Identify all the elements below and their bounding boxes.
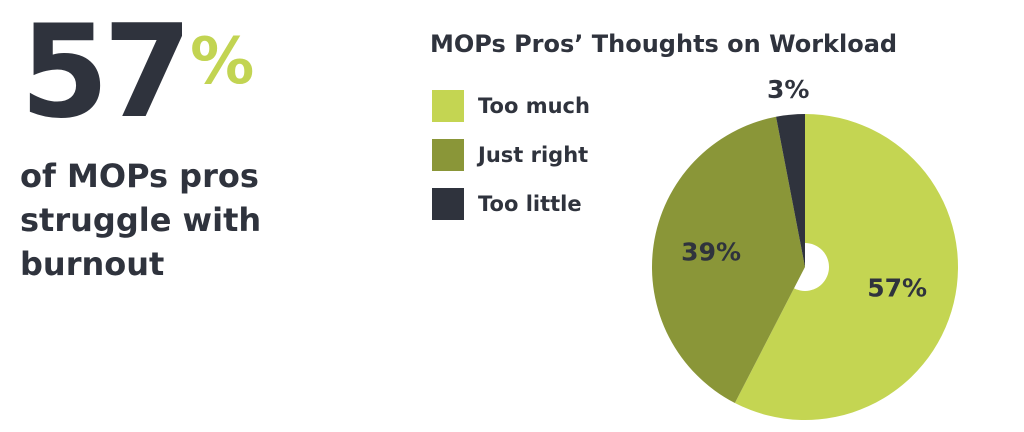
pie-slice-just-right [651, 116, 805, 403]
chart-title: MOPs Pros’ Thoughts on Workload [430, 30, 898, 58]
headline-percent-sign: % [190, 25, 255, 99]
legend-swatch [432, 90, 464, 122]
legend-swatch [432, 139, 464, 171]
pie-label-too-much: 57% [867, 273, 927, 302]
legend-item-just-right: Just right [432, 139, 590, 171]
legend-label: Too much [478, 94, 590, 118]
legend-label: Just right [478, 143, 589, 167]
pie-slice-too-little [776, 114, 805, 267]
pie-label-just-right: 39% [681, 238, 741, 267]
legend-label: Too little [478, 192, 582, 216]
chart-legend: Too much Just right Too little [432, 90, 590, 237]
legend-item-too-much: Too much [432, 90, 590, 122]
headline-figure: 57 % [20, 0, 350, 147]
headline-stat: 57 % of MOPs pros struggle with burnout [20, 0, 350, 286]
legend-item-too-little: Too little [432, 188, 590, 220]
pie-chart: MOPs Pros’ Thoughts on Workload Too much… [430, 0, 1024, 432]
pie-svg: 57% 39% 3% [651, 75, 959, 420]
headline-caption: of MOPs pros struggle with burnout [20, 157, 262, 283]
pie-slice-too-much [734, 114, 959, 420]
legend-swatch [432, 188, 464, 220]
pie-label-too-little: 3% [767, 75, 809, 104]
headline-number: 57 [20, 0, 192, 147]
